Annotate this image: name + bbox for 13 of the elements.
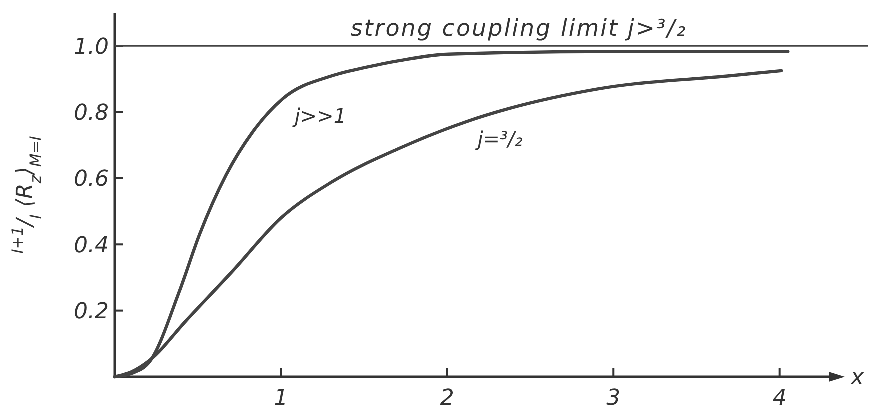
x-tick-label: 1 xyxy=(274,386,288,411)
series-label: j>>1 xyxy=(292,104,347,128)
x-tick-label: 4 xyxy=(772,386,787,411)
x-tick-label: 2 xyxy=(440,386,454,411)
y-tick-label: 0.8 xyxy=(74,100,109,126)
y-tick-label: 0.2 xyxy=(74,300,109,325)
x-axis-title: x xyxy=(850,366,865,391)
y-tick-label: 1.0 xyxy=(74,34,109,60)
series-label: j=³/₂ xyxy=(474,127,523,152)
y-tick-label: 0.6 xyxy=(74,167,109,192)
ref-line-label: strong coupling limit j>³/₂ xyxy=(350,16,688,42)
x-tick-label: 3 xyxy=(606,386,621,411)
y-tick-label: 0.4 xyxy=(74,233,109,258)
